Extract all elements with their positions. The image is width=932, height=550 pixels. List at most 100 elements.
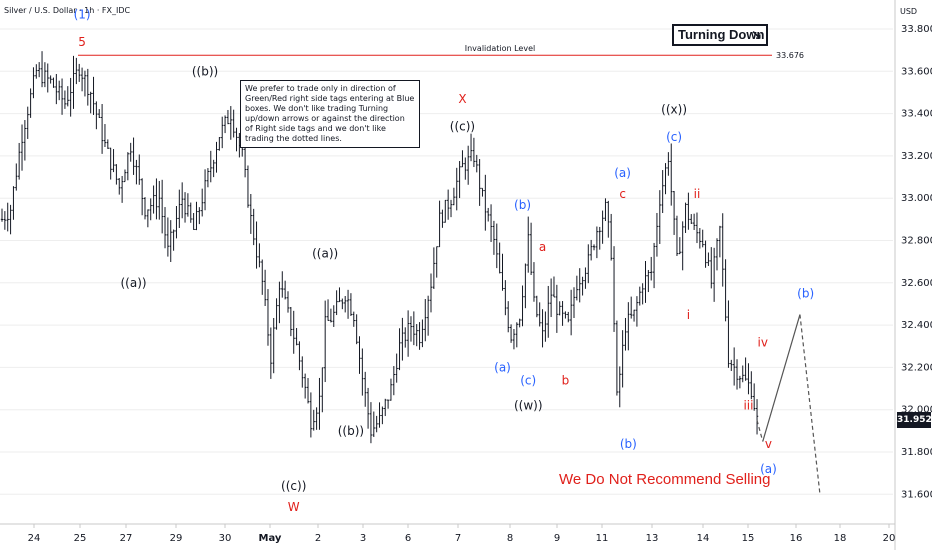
x-tick-label: 13 <box>646 533 659 544</box>
x-tick-label: 24 <box>28 533 41 544</box>
ohlc-bar <box>461 150 464 168</box>
ohlc-bar <box>655 212 659 257</box>
y-tick-label: 32.4000 <box>901 320 932 331</box>
y-axis-ticks: 33.8000 33.6000 33.4000 33.2000 33.0000 32.80… <box>901 24 932 500</box>
ohlc-bar <box>98 109 101 118</box>
ohlc-bar <box>658 190 661 244</box>
ohlc-bar <box>166 217 170 257</box>
ohlc-bar <box>406 310 410 357</box>
ohlc-bar <box>123 169 127 183</box>
ohlc-bar <box>35 64 38 79</box>
ohlc-bar <box>29 88 32 118</box>
ohlc-bar <box>352 311 355 327</box>
ohlc-bar <box>349 293 353 316</box>
x-tick-label: 25 <box>74 533 87 544</box>
ohlc-bar <box>504 280 507 316</box>
ohlc-bar <box>429 273 433 313</box>
ohlc-bar <box>444 199 447 223</box>
ohlc-bar <box>281 271 284 298</box>
ohlc-bar <box>412 311 416 346</box>
ohlc-bar <box>203 169 207 211</box>
ohlc-bar <box>492 220 496 255</box>
ohlc-bar <box>755 399 759 435</box>
ohlc-bar <box>741 365 744 383</box>
x-tick-label: 20 <box>883 533 896 544</box>
ohlc-bar <box>547 285 550 338</box>
ohlc-bar <box>710 247 713 289</box>
ohlc-bar <box>355 314 358 345</box>
turning-down-badge: Turning Down ↘ <box>672 24 768 46</box>
ohlc-bar <box>37 62 41 78</box>
ohlc-bar <box>561 301 564 326</box>
ohlc-bar <box>381 406 384 425</box>
ohlc-bar <box>592 244 596 251</box>
ohlc-bar <box>15 163 18 191</box>
ohlc-bar <box>9 204 12 235</box>
ohlc-bar <box>278 281 281 324</box>
ohlc-bar <box>418 322 421 350</box>
ohlc-bar <box>17 142 21 180</box>
wave-label: (a) <box>494 361 511 375</box>
ohlc-bar <box>487 207 490 222</box>
ohlc-bar <box>126 152 130 181</box>
ohlc-bar <box>515 322 518 348</box>
ohlc-bar <box>472 137 476 168</box>
ohlc-bar <box>312 409 315 431</box>
ohlc-bar <box>452 187 456 206</box>
ohlc-bar <box>358 336 361 374</box>
ohlc-bar <box>747 363 750 395</box>
ohlc-bar <box>678 237 682 255</box>
x-tick-label: 15 <box>742 533 755 544</box>
y-tick-label: 33.8000 <box>901 24 932 35</box>
ohlc-bar <box>195 201 198 231</box>
wave-label: ((a)) <box>312 246 338 260</box>
ohlc-bar <box>178 189 181 228</box>
ohlc-bar <box>232 109 235 138</box>
ohlc-bar <box>346 289 350 319</box>
ohlc-bar <box>315 407 318 430</box>
ohlc-bar <box>269 327 273 379</box>
ohlc-bar <box>567 311 570 323</box>
ohlc-bar <box>272 317 275 374</box>
ohlc-bar <box>86 68 89 106</box>
wave-label: 5 <box>78 35 86 49</box>
wave-label: (b) <box>620 437 637 451</box>
ohlc-bar <box>484 174 487 231</box>
wave-labels: (1) 5 ((a)) ((b)) ((c)) W ((a)) ((b)) X ((c)) (a) (… <box>74 7 815 514</box>
ohlc-bar <box>521 285 524 327</box>
ohlc-bar <box>306 378 310 404</box>
wave-label: ((c)) <box>450 120 475 134</box>
wave-label: (b) <box>514 198 531 212</box>
ohlc-bar <box>667 152 670 176</box>
ohlc-bar <box>63 90 67 109</box>
ohlc-bar <box>3 211 7 230</box>
ohlc-bar <box>730 359 733 371</box>
ohlc-bar <box>466 145 470 185</box>
x-tick-label: 2 <box>315 533 321 544</box>
ohlc-bar <box>415 324 418 347</box>
ohlc-bar <box>587 244 590 284</box>
wave-label: (c) <box>520 373 536 387</box>
y-tick-label: 32.0000 <box>901 405 932 416</box>
wave-label: b <box>562 373 570 387</box>
ohlc-bar <box>598 226 601 250</box>
ohlc-bar <box>627 302 630 351</box>
ohlc-bar <box>23 120 27 161</box>
ohlc-bar <box>607 200 610 238</box>
y-tick-label: 31.6000 <box>901 489 932 500</box>
ohlc-bar <box>298 341 301 371</box>
ohlc-bar <box>438 200 441 248</box>
ohlc-bar <box>323 300 327 383</box>
y-tick-label: 33.2000 <box>901 151 932 162</box>
ohlc-bar <box>664 163 667 195</box>
ohlc-bar <box>255 221 258 269</box>
ohlc-bar <box>292 310 295 354</box>
ohlc-bar <box>692 213 696 230</box>
y-tick-label: 31.8000 <box>901 447 932 458</box>
ohlc-bar <box>386 399 390 409</box>
wave-label: ((c)) <box>281 479 306 493</box>
ohlc-bar <box>289 306 293 337</box>
ohlc-bar <box>489 204 493 242</box>
ohlc-bar <box>0 208 4 222</box>
